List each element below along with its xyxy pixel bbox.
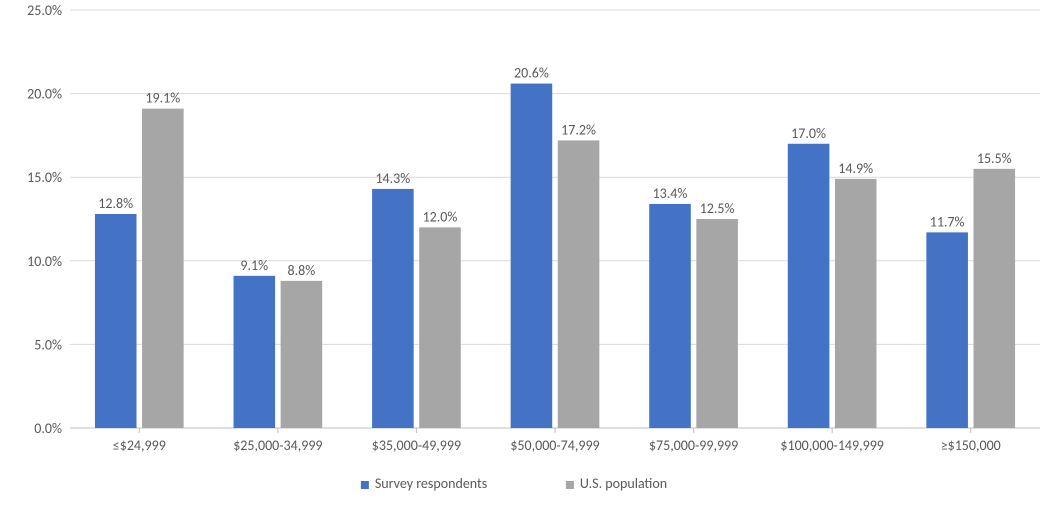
- legend-marker: [566, 481, 574, 489]
- value-label: 13.4%: [653, 185, 688, 202]
- bar-us: [419, 227, 461, 428]
- bar-survey: [926, 232, 968, 428]
- value-label: 15.5%: [977, 150, 1012, 167]
- value-label: 14.9%: [838, 160, 873, 177]
- value-label: 8.8%: [288, 262, 316, 279]
- bar-us: [558, 140, 600, 428]
- category-label: ≤$24,999: [113, 437, 166, 454]
- bar-survey: [372, 189, 414, 428]
- y-axis-label: 25.0%: [27, 2, 62, 19]
- category-label: $100,000-149,999: [780, 437, 884, 454]
- value-label: 17.0%: [791, 125, 826, 142]
- category-label: $75,000-99,999: [649, 437, 738, 454]
- value-label: 14.3%: [375, 170, 410, 187]
- bar-us: [835, 179, 877, 428]
- bar-us: [973, 169, 1015, 428]
- value-label: 11.7%: [930, 213, 965, 230]
- category-label: $50,000-74,999: [510, 437, 599, 454]
- value-label: 17.2%: [561, 121, 596, 138]
- value-label: 20.6%: [514, 65, 549, 82]
- value-label: 12.8%: [98, 195, 133, 212]
- bar-survey: [234, 276, 276, 428]
- category-label: ≥$150,000: [941, 437, 1001, 454]
- bar-us: [281, 281, 323, 428]
- category-label: $35,000-49,999: [372, 437, 461, 454]
- y-axis-label: 5.0%: [34, 336, 62, 353]
- income-bar-chart: 0.0% 5.0% 10.0% 15.0% 20.0% 25.0% ≤$24,999 12.8…: [0, 0, 1050, 506]
- bar-survey: [95, 214, 137, 428]
- bar-us: [142, 109, 184, 428]
- value-label: 19.1%: [145, 90, 180, 107]
- bar-survey: [511, 84, 553, 428]
- bar-us: [696, 219, 738, 428]
- chart-container: 0.0% 5.0% 10.0% 15.0% 20.0% 25.0% ≤$24,999 12.8…: [0, 0, 1050, 506]
- bar-survey: [649, 204, 691, 428]
- value-label: 12.0%: [423, 208, 458, 225]
- legend-marker: [361, 481, 369, 489]
- y-axis-label: 0.0%: [34, 420, 62, 437]
- legend-label: U.S. population: [580, 475, 667, 492]
- category-label: $25,000-34,999: [233, 437, 322, 454]
- y-axis-label: 15.0%: [27, 169, 62, 186]
- value-label: 12.5%: [700, 200, 735, 217]
- y-axis-label: 20.0%: [27, 86, 62, 103]
- y-axis-label: 10.0%: [27, 253, 62, 270]
- bar-survey: [788, 144, 830, 428]
- legend-label: Survey respondents: [375, 475, 487, 492]
- value-label: 9.1%: [240, 257, 268, 274]
